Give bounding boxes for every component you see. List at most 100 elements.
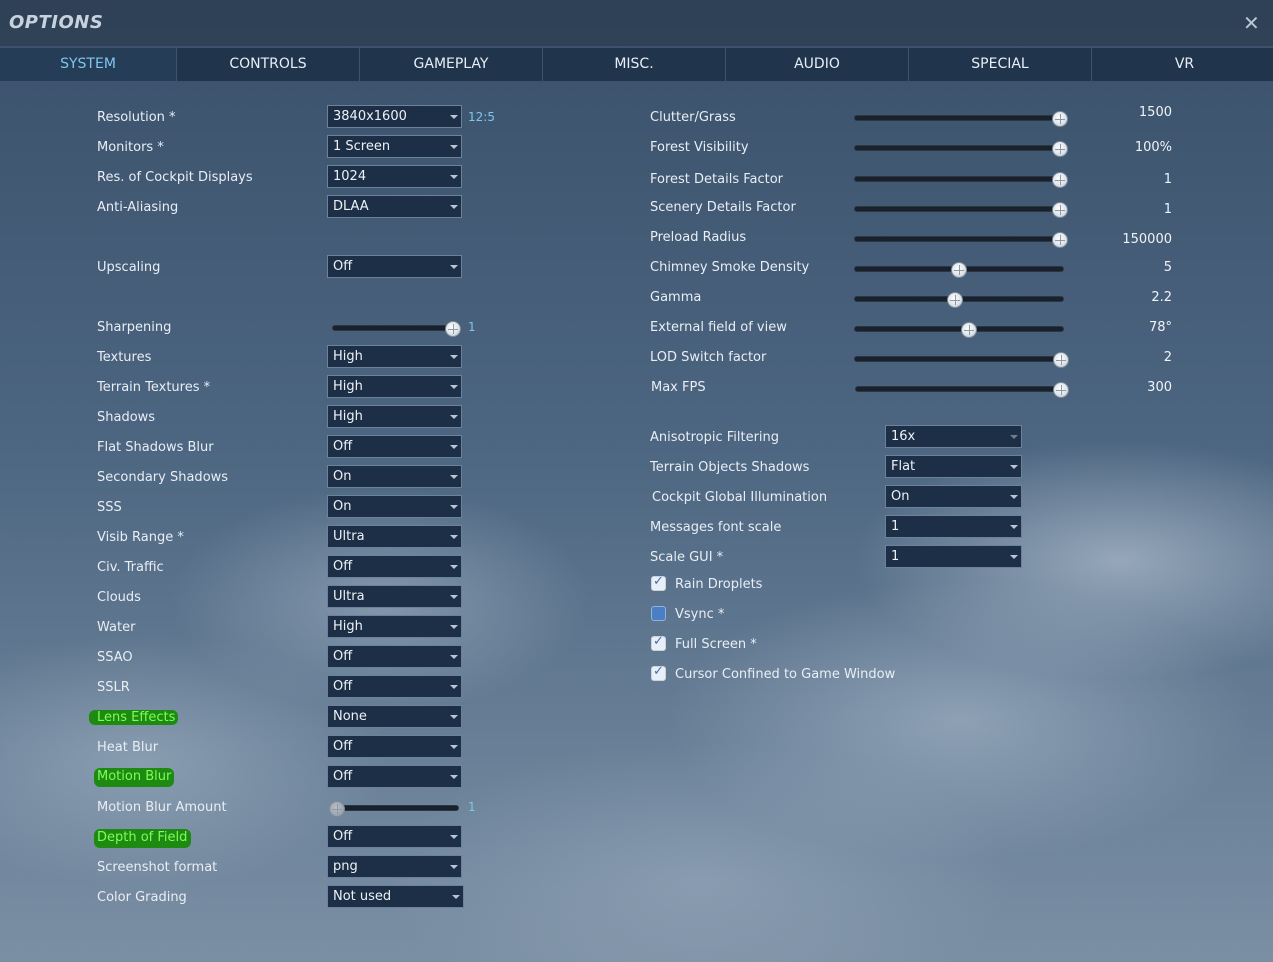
- shadows-dropdown[interactable]: High: [327, 405, 462, 428]
- terrain-objects-shadows-dropdown[interactable]: Flat: [885, 455, 1022, 478]
- motion-blur-value: Off: [333, 769, 353, 784]
- tab-controls[interactable]: CONTROLS: [177, 48, 360, 81]
- vsync-checkbox[interactable]: [651, 606, 666, 621]
- chevron-down-icon: [450, 745, 458, 749]
- chevron-down-icon: [452, 895, 460, 899]
- color-grading-dropdown[interactable]: Not used: [327, 885, 464, 908]
- flat-shadows-blur-label: Flat Shadows Blur: [97, 440, 214, 455]
- tab-vr[interactable]: VR: [1174, 56, 1195, 72]
- external-fov-slider-handle[interactable]: [961, 322, 977, 338]
- chimney-smoke-slider-handle[interactable]: [951, 262, 967, 278]
- tab-special[interactable]: SPECIAL: [909, 48, 1092, 81]
- visib-range-dropdown[interactable]: Ultra: [327, 525, 462, 548]
- scale-gui-value: 1: [891, 549, 900, 564]
- sslr-label: SSLR: [97, 680, 130, 695]
- preload-radius-slider-handle[interactable]: [1052, 232, 1068, 248]
- monitors-dropdown[interactable]: 1 Screen: [327, 135, 462, 158]
- forest-details-value: 1: [1163, 172, 1172, 187]
- clutter-grass-slider[interactable]: [854, 115, 1064, 121]
- max-fps-label: Max FPS: [651, 380, 706, 395]
- depth-of-field-dropdown[interactable]: Off: [327, 825, 462, 848]
- scenery-details-value: 1: [1163, 202, 1172, 217]
- terrain-textures-value: High: [333, 379, 363, 394]
- cockpit-displays-value: 1024: [333, 169, 367, 184]
- motion-blur-dropdown[interactable]: Off: [327, 765, 462, 788]
- textures-dropdown[interactable]: High: [327, 345, 462, 368]
- anisotropic-value: 16x: [891, 429, 916, 444]
- max-fps-slider-handle[interactable]: [1053, 382, 1069, 398]
- motion-blur-amount-label: Motion Blur Amount: [97, 800, 227, 815]
- scenery-details-slider-handle[interactable]: [1052, 202, 1068, 218]
- visib-range-value: Ultra: [333, 529, 365, 544]
- chevron-down-icon: [450, 175, 458, 179]
- sss-value: On: [333, 499, 352, 514]
- civ-traffic-dropdown[interactable]: Off: [327, 555, 462, 578]
- water-dropdown[interactable]: High: [327, 615, 462, 638]
- cursor-confined-checkbox[interactable]: [651, 664, 666, 681]
- tab-gameplay[interactable]: GAMEPLAY: [360, 48, 543, 81]
- cockpit-gi-value: On: [891, 489, 910, 504]
- scenery-details-label: Scenery Details Factor: [650, 200, 796, 215]
- clutter-grass-slider-handle[interactable]: [1052, 111, 1068, 127]
- scenery-details-slider[interactable]: [854, 206, 1064, 212]
- resolution-dropdown[interactable]: 3840x1600: [327, 105, 462, 128]
- upscaling-dropdown[interactable]: Off: [327, 255, 462, 278]
- forest-visibility-label: Forest Visibility: [650, 140, 749, 155]
- forest-details-slider-handle[interactable]: [1052, 172, 1068, 188]
- ssao-dropdown[interactable]: Off: [327, 645, 462, 668]
- motion-blur-label: Motion Blur: [94, 768, 175, 787]
- lens-effects-label: Lens Effects: [89, 710, 179, 725]
- cockpit-gi-dropdown[interactable]: On: [885, 485, 1022, 508]
- lod-switch-slider-handle[interactable]: [1053, 352, 1069, 368]
- anti-aliasing-dropdown[interactable]: DLAA: [327, 195, 462, 218]
- clouds-dropdown[interactable]: Ultra: [327, 585, 462, 608]
- heat-blur-dropdown[interactable]: Off: [327, 735, 462, 758]
- terrain-textures-dropdown[interactable]: High: [327, 375, 462, 398]
- screenshot-format-label: Screenshot format: [97, 860, 218, 875]
- chevron-down-icon: [450, 535, 458, 539]
- chevron-down-icon: [450, 445, 458, 449]
- heat-blur-value: Off: [333, 739, 353, 754]
- flat-shadows-blur-value: Off: [333, 439, 353, 454]
- tab-audio[interactable]: AUDIO: [726, 48, 909, 81]
- messages-font-scale-value: 1: [891, 519, 900, 534]
- chevron-down-icon: [450, 385, 458, 389]
- rain-droplets-checkbox[interactable]: [651, 574, 666, 591]
- screenshot-format-dropdown[interactable]: png: [327, 855, 462, 878]
- anti-aliasing-value: DLAA: [333, 199, 369, 214]
- sharpening-slider[interactable]: [332, 325, 459, 331]
- monitors-label: Monitors *: [97, 140, 164, 155]
- motion-blur-amount-value: 1: [468, 800, 476, 814]
- scale-gui-dropdown[interactable]: 1: [885, 545, 1022, 568]
- lens-effects-dropdown[interactable]: None: [327, 705, 462, 728]
- full-screen-label: Full Screen *: [675, 637, 757, 652]
- scale-gui-label: Scale GUI *: [650, 550, 724, 565]
- full-screen-checkbox[interactable]: [651, 634, 666, 651]
- forest-visibility-slider[interactable]: [854, 145, 1064, 151]
- sharpening-slider-handle[interactable]: [445, 321, 461, 337]
- cockpit-displays-label: Res. of Cockpit Displays: [97, 170, 253, 185]
- lod-switch-slider[interactable]: [854, 356, 1064, 362]
- forest-details-slider[interactable]: [854, 176, 1064, 182]
- messages-font-scale-label: Messages font scale: [650, 520, 782, 535]
- cockpit-displays-dropdown[interactable]: 1024: [327, 165, 462, 188]
- tab-misc[interactable]: MISC.: [543, 48, 726, 81]
- close-icon[interactable]: ✕: [1243, 11, 1260, 35]
- sss-dropdown[interactable]: On: [327, 495, 462, 518]
- external-fov-slider[interactable]: [854, 326, 1064, 332]
- motion-blur-amount-slider[interactable]: [332, 805, 459, 811]
- sss-label: SSS: [97, 500, 122, 515]
- forest-visibility-slider-handle[interactable]: [1052, 141, 1068, 157]
- messages-font-scale-dropdown[interactable]: 1: [885, 515, 1022, 538]
- preload-radius-slider[interactable]: [854, 236, 1064, 242]
- anisotropic-dropdown[interactable]: 16x: [885, 425, 1022, 448]
- chevron-down-icon: [450, 655, 458, 659]
- secondary-shadows-dropdown[interactable]: On: [327, 465, 462, 488]
- forest-details-label: Forest Details Factor: [650, 172, 784, 187]
- motion-blur-amount-slider-handle[interactable]: [329, 801, 345, 817]
- gamma-slider-handle[interactable]: [947, 292, 963, 308]
- sslr-dropdown[interactable]: Off: [327, 675, 462, 698]
- max-fps-slider[interactable]: [855, 386, 1065, 392]
- tab-system[interactable]: SYSTEM: [0, 48, 177, 81]
- flat-shadows-blur-dropdown[interactable]: Off: [327, 435, 462, 458]
